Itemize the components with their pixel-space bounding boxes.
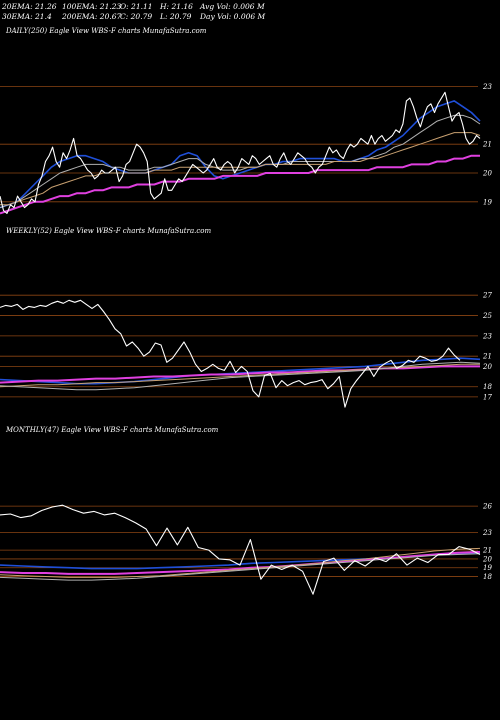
weekly-panel: 27 25 23 21 20 18 17 bbox=[0, 292, 492, 408]
header-close: C: 20.79 bbox=[120, 12, 153, 21]
y-tick-label: 20 bbox=[482, 170, 492, 178]
y-tick-label: 26 bbox=[482, 503, 492, 511]
header-ema200: 200EMA: 20.67 bbox=[62, 12, 122, 21]
y-tick-label: 21 bbox=[482, 141, 492, 149]
series-ema-tan bbox=[0, 363, 480, 388]
series-price bbox=[0, 504, 481, 595]
y-tick-label: 19 bbox=[483, 198, 492, 206]
y-tick-label: 18 bbox=[483, 573, 492, 581]
y-tick-label: 23 bbox=[482, 83, 492, 91]
y-tick-label: 18 bbox=[483, 383, 492, 391]
header-low: L: 20.79 bbox=[160, 12, 192, 21]
series-ema-gray bbox=[0, 114, 481, 209]
monthly-panel-label: MONTHLY(47) Eagle View WBS-F charts Muna… bbox=[6, 426, 219, 434]
header-open: O: 21.11 bbox=[120, 2, 153, 11]
y-tick-label: 23 bbox=[482, 529, 492, 537]
series-ema-pink bbox=[0, 365, 480, 384]
header-day-vol: Day Vol: 0.006 M bbox=[200, 12, 266, 21]
series-ema-tan bbox=[0, 547, 481, 578]
header-avg-vol: Avg Vol: 0.006 M bbox=[200, 2, 265, 11]
daily-panel: 23 21 20 19 bbox=[0, 83, 492, 215]
daily-panel-label: DAILY(250) Eagle View WBS-F charts Munaf… bbox=[6, 27, 207, 35]
y-tick-label: 23 bbox=[482, 332, 492, 340]
weekly-panel-label: WEEKLY(52) Eagle View WBS-F charts Munaf… bbox=[6, 227, 212, 235]
y-tick-label: 19 bbox=[483, 564, 492, 572]
series-ema-gray bbox=[0, 553, 481, 581]
header-high: H: 21.16 bbox=[160, 2, 193, 11]
y-tick-label: 27 bbox=[482, 292, 492, 300]
series-ema-blue bbox=[0, 552, 481, 570]
y-tick-label: 20 bbox=[482, 363, 492, 371]
series-price bbox=[0, 91, 481, 214]
series-ema-blue bbox=[0, 100, 481, 209]
y-tick-label: 20 bbox=[482, 555, 492, 563]
series-ema-tan bbox=[0, 132, 481, 206]
y-tick-label: 17 bbox=[483, 393, 492, 401]
y-tick-label: 21 bbox=[482, 353, 492, 361]
header-ema30: 30EMA: 21.4 bbox=[2, 12, 52, 21]
header-ema100: 100EMA: 21.23 bbox=[62, 2, 122, 11]
y-tick-label: 21 bbox=[482, 547, 492, 555]
series-ema-pink bbox=[0, 154, 480, 215]
header-ema20: 20EMA: 21.26 bbox=[2, 2, 57, 11]
y-tick-label: 25 bbox=[482, 312, 492, 320]
series-price bbox=[0, 299, 461, 408]
